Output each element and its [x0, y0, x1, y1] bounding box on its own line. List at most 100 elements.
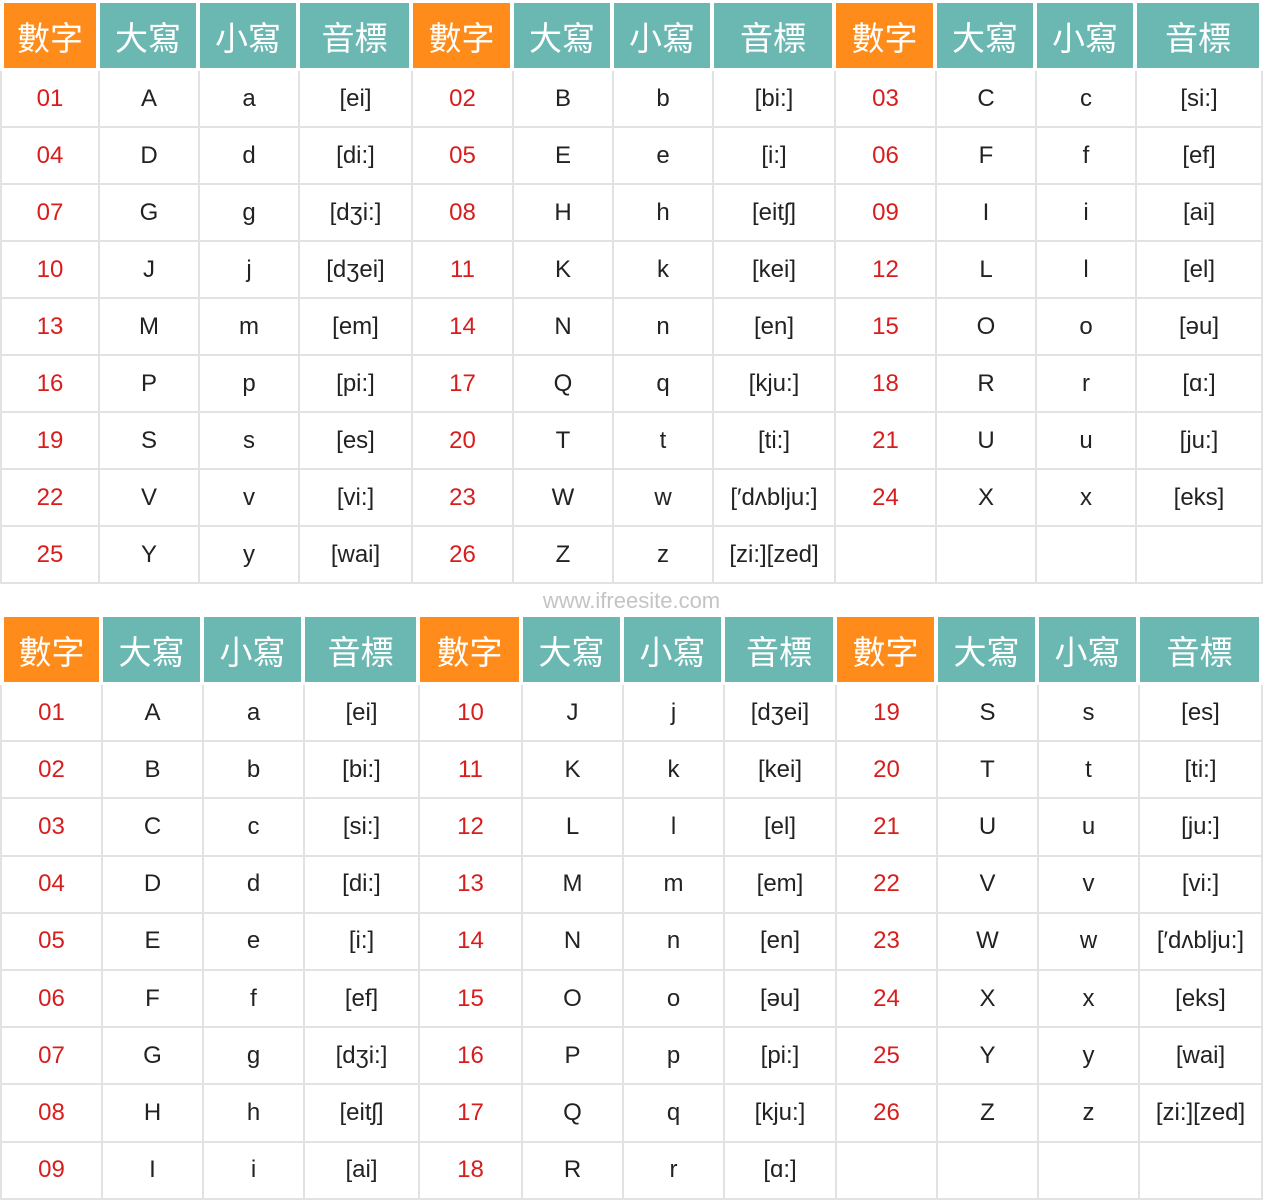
uppercase-cell: O [523, 970, 624, 1029]
uppercase-cell: S [100, 413, 200, 470]
lowercase-cell: u [1037, 413, 1137, 470]
number-cell: 08 [413, 185, 514, 242]
header-lowercase: 小寫 [200, 0, 300, 71]
number-cell: 07 [0, 1028, 103, 1086]
number-cell: 05 [413, 128, 514, 185]
uppercase-cell: C [103, 799, 204, 857]
phonetic-cell: [ei] [305, 685, 420, 743]
lowercase-cell: s [200, 413, 300, 470]
uppercase-cell: D [103, 856, 204, 914]
lowercase-cell: o [1037, 299, 1137, 356]
uppercase-cell: D [100, 128, 200, 185]
number-cell: 15 [836, 299, 937, 356]
phonetic-cell: [vi:] [1140, 856, 1263, 914]
uppercase-cell: K [523, 742, 624, 800]
lowercase-cell: x [1037, 470, 1137, 527]
phonetic-cell: [i:] [305, 913, 420, 971]
number-cell: 03 [836, 71, 937, 128]
uppercase-cell: F [103, 970, 204, 1029]
number-cell: 06 [836, 128, 937, 185]
phonetic-cell: [en] [714, 299, 836, 356]
phonetic-cell: [eitʃ] [714, 185, 836, 242]
number-cell: 25 [837, 1028, 938, 1086]
phonetic-cell: [zi:][zed] [714, 527, 836, 584]
lowercase-cell: q [614, 356, 714, 413]
lowercase-cell: z [614, 527, 714, 584]
lowercase-cell: d [204, 856, 305, 914]
header-uppercase: 大寫 [938, 614, 1039, 685]
number-cell: 17 [420, 1085, 523, 1143]
phonetic-cell: [bi:] [714, 71, 836, 128]
phonetic-cell: [′dʌblju:] [1140, 913, 1263, 971]
header-phonetic: 音標 [305, 614, 420, 685]
header-number: 數字 [836, 0, 937, 71]
number-cell: 14 [420, 913, 523, 971]
header-phonetic: 音標 [1140, 614, 1263, 685]
lowercase-cell: s [1039, 685, 1140, 743]
lowercase-cell: x [1039, 970, 1140, 1029]
phonetic-cell: [el] [1137, 242, 1263, 299]
uppercase-cell: M [523, 856, 624, 914]
phonetic-cell: [ju:] [1137, 413, 1263, 470]
number-cell: 21 [836, 413, 937, 470]
uppercase-cell: G [103, 1028, 204, 1086]
uppercase-cell: Z [938, 1085, 1039, 1143]
uppercase-cell: T [938, 742, 1039, 800]
uppercase-cell: V [100, 470, 200, 527]
lowercase-cell: v [1039, 856, 1140, 914]
lowercase-cell: n [624, 913, 725, 971]
empty-cell [1039, 1142, 1140, 1200]
lowercase-cell: i [1037, 185, 1137, 242]
lowercase-cell: m [200, 299, 300, 356]
uppercase-cell: Y [938, 1028, 1039, 1086]
header-number: 數字 [0, 0, 100, 71]
number-cell: 08 [0, 1085, 103, 1143]
phonetic-cell: [i:] [714, 128, 836, 185]
empty-cell [837, 1142, 938, 1200]
uppercase-cell: A [100, 71, 200, 128]
number-cell: 20 [413, 413, 514, 470]
lowercase-cell: w [1039, 913, 1140, 971]
phonetic-cell: [ti:] [1140, 742, 1263, 800]
phonetic-cell: [zi:][zed] [1140, 1085, 1263, 1143]
phonetic-cell: [kju:] [714, 356, 836, 413]
number-cell: 04 [0, 856, 103, 914]
lowercase-cell: t [614, 413, 714, 470]
uppercase-cell: P [523, 1028, 624, 1086]
lowercase-cell: l [624, 799, 725, 857]
number-cell: 22 [0, 470, 100, 527]
header-uppercase: 大寫 [103, 614, 204, 685]
uppercase-cell: W [514, 470, 614, 527]
header-number: 數字 [837, 614, 938, 685]
lowercase-cell: k [614, 242, 714, 299]
phonetic-cell: [ju:] [1140, 799, 1263, 857]
lowercase-cell: a [200, 71, 300, 128]
uppercase-cell: L [937, 242, 1037, 299]
phonetic-cell: [ei] [300, 71, 413, 128]
phonetic-cell: [ef] [1137, 128, 1263, 185]
lowercase-cell: k [624, 742, 725, 800]
lowercase-cell: j [200, 242, 300, 299]
number-cell: 16 [0, 356, 100, 413]
uppercase-cell: M [100, 299, 200, 356]
phonetic-cell: [dʒei] [300, 242, 413, 299]
phonetic-cell: [əu] [725, 970, 837, 1029]
phonetic-cell: [wai] [300, 527, 413, 584]
uppercase-cell: X [937, 470, 1037, 527]
number-cell: 10 [0, 242, 100, 299]
number-cell: 18 [420, 1142, 523, 1200]
header-lowercase: 小寫 [624, 614, 725, 685]
lowercase-cell: u [1039, 799, 1140, 857]
uppercase-cell: T [514, 413, 614, 470]
number-cell: 18 [836, 356, 937, 413]
empty-cell [938, 1142, 1039, 1200]
number-cell: 15 [420, 970, 523, 1029]
uppercase-cell: A [103, 685, 204, 743]
number-cell: 04 [0, 128, 100, 185]
lowercase-cell: n [614, 299, 714, 356]
number-cell: 02 [413, 71, 514, 128]
number-cell: 22 [837, 856, 938, 914]
number-cell: 03 [0, 799, 103, 857]
phonetic-cell: [ti:] [714, 413, 836, 470]
